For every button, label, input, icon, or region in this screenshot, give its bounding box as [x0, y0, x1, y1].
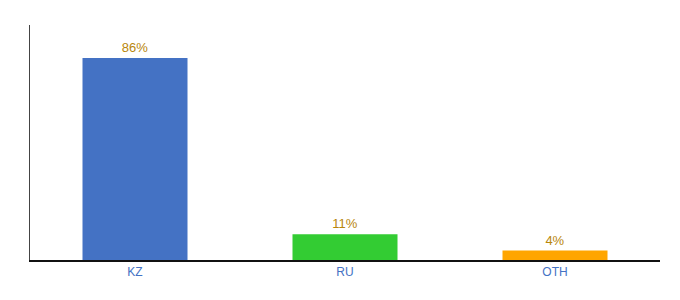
- svg-text:OTH: OTH: [542, 265, 567, 279]
- svg-text:4%: 4%: [545, 233, 564, 248]
- svg-text:RU: RU: [336, 265, 353, 279]
- svg-text:KZ: KZ: [127, 265, 142, 279]
- svg-text:86%: 86%: [122, 40, 148, 55]
- svg-text:11%: 11%: [332, 216, 357, 231]
